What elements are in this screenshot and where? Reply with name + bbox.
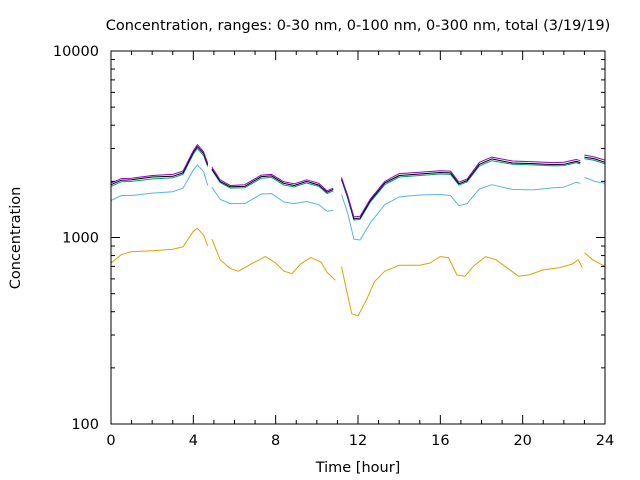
x-tick-label: 20 <box>513 433 531 449</box>
x-tick-label: 8 <box>271 433 280 449</box>
chart-title: Concentration, ranges: 0-30 nm, 0-100 nm… <box>106 18 611 34</box>
series-line-1 <box>110 227 606 317</box>
series-line-4 <box>110 146 606 220</box>
plot-frame <box>110 50 606 425</box>
x-tick-label: 16 <box>431 433 449 449</box>
x-axis-label: Time [hour] <box>315 460 401 476</box>
axis-ticks: 0 4 8 12 16 20 24 100 1000 10000 <box>53 44 614 449</box>
y-tick-label: 10000 <box>53 44 99 60</box>
series-layer <box>110 144 606 317</box>
x-tick-label: 4 <box>189 433 198 449</box>
y-tick-label: 100 <box>71 417 99 433</box>
series-line-3 <box>110 148 606 221</box>
y-axis-label: Concentration <box>8 187 24 290</box>
x-tick-label: 24 <box>596 433 614 449</box>
series-line-2 <box>110 164 606 241</box>
y-tick-label: 1000 <box>62 231 99 247</box>
x-tick-label: 12 <box>349 433 367 449</box>
x-tick-label: 0 <box>106 433 115 449</box>
series-line-5 <box>110 144 606 218</box>
